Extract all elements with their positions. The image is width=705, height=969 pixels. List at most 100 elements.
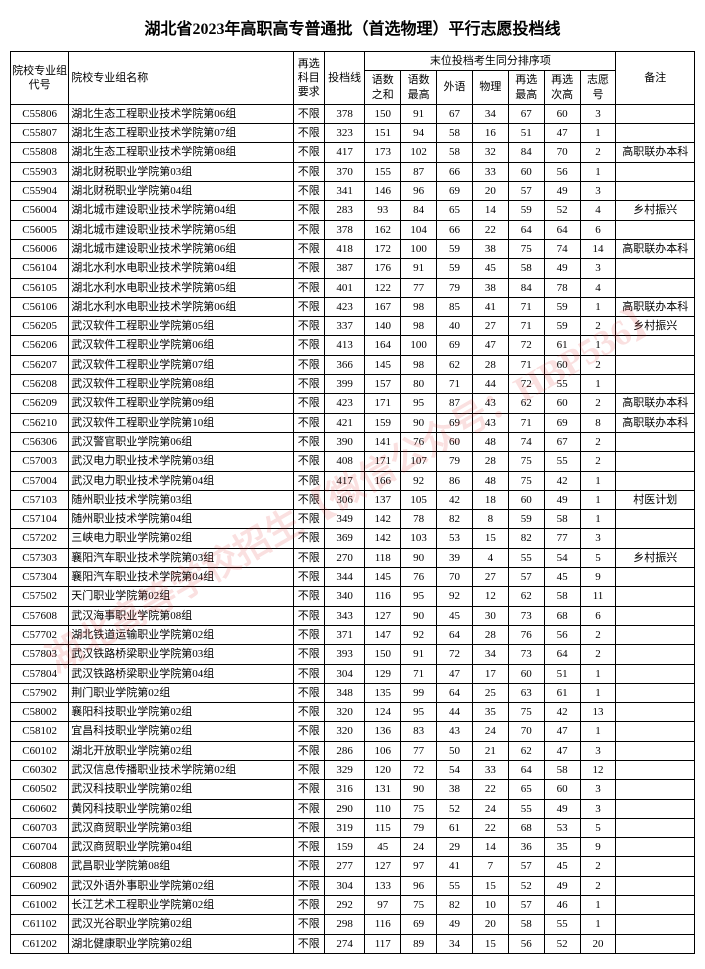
cell-req: 不限 <box>293 162 324 181</box>
cell-s4: 38 <box>472 278 508 297</box>
cell-s1: 129 <box>365 664 401 683</box>
table-row: C56205武汉软件工程职业学院第05组不限33714098402771592乡… <box>11 317 695 336</box>
cell-code: C61102 <box>11 915 69 934</box>
cell-code: C60902 <box>11 876 69 895</box>
cell-s4: 15 <box>472 876 508 895</box>
cell-name: 天门职业学院第02组 <box>69 587 293 606</box>
cell-code: C55806 <box>11 104 69 123</box>
cell-s4: 27 <box>472 317 508 336</box>
cell-name: 武汉警官职业学院第06组 <box>69 432 293 451</box>
cell-s6: 60 <box>544 355 580 374</box>
cell-s7: 1 <box>580 664 616 683</box>
cell-s1: 151 <box>365 124 401 143</box>
table-row: C57003武汉电力职业技术学院第03组不限408171107792875552 <box>11 452 695 471</box>
cell-req: 不限 <box>293 124 324 143</box>
cell-s2: 92 <box>401 471 437 490</box>
cell-s1: 116 <box>365 587 401 606</box>
cell-s6: 49 <box>544 182 580 201</box>
cell-s5: 57 <box>508 568 544 587</box>
cell-name: 湖北铁道运输职业学院第02组 <box>69 625 293 644</box>
cell-req: 不限 <box>293 548 324 567</box>
cell-s2: 87 <box>401 162 437 181</box>
cell-name: 湖北生态工程职业技术学院第08组 <box>69 143 293 162</box>
cell-note <box>616 722 695 741</box>
cell-s4: 35 <box>472 703 508 722</box>
cell-line: 337 <box>324 317 364 336</box>
cell-s3: 45 <box>437 606 473 625</box>
cell-s5: 62 <box>508 394 544 413</box>
cell-s2: 71 <box>401 664 437 683</box>
cell-note: 高职联办本科 <box>616 394 695 413</box>
cell-s2: 91 <box>401 104 437 123</box>
cell-note <box>616 683 695 702</box>
cell-code: C60102 <box>11 741 69 760</box>
cell-note <box>616 896 695 915</box>
cell-line: 417 <box>324 143 364 162</box>
cell-code: C57803 <box>11 645 69 664</box>
cell-s7: 2 <box>580 432 616 451</box>
cell-s3: 42 <box>437 490 473 509</box>
cell-s6: 74 <box>544 239 580 258</box>
cell-s6: 77 <box>544 529 580 548</box>
cell-code: C56105 <box>11 278 69 297</box>
cell-s5: 71 <box>508 355 544 374</box>
table-row: C56306武汉警官职业学院第06组不限39014176604874672 <box>11 432 695 451</box>
cell-note <box>616 432 695 451</box>
cell-s7: 3 <box>580 182 616 201</box>
cell-s1: 45 <box>365 838 401 857</box>
cell-req: 不限 <box>293 606 324 625</box>
cell-s4: 43 <box>472 413 508 432</box>
table-row: C56005湖北城市建设职业技术学院第05组不限3781621046622646… <box>11 220 695 239</box>
cell-s3: 53 <box>437 529 473 548</box>
table-header: 院校专业组代号 院校专业组名称 再选科目要求 投档线 末位投档考生同分排序项 备… <box>11 52 695 105</box>
cell-s2: 91 <box>401 259 437 278</box>
cell-s6: 45 <box>544 568 580 587</box>
table-row: C56210武汉软件工程职业学院第10组不限42115990694371698高… <box>11 413 695 432</box>
cell-line: 421 <box>324 413 364 432</box>
table-row: C57804武汉铁路桥梁职业学院第04组不限30412971471760511 <box>11 664 695 683</box>
cell-s4: 4 <box>472 548 508 567</box>
cell-name: 湖北水利水电职业技术学院第04组 <box>69 259 293 278</box>
cell-code: C57104 <box>11 510 69 529</box>
cell-s3: 79 <box>437 452 473 471</box>
cell-s1: 145 <box>365 568 401 587</box>
cell-s3: 50 <box>437 741 473 760</box>
cell-s7: 1 <box>580 510 616 529</box>
cell-s6: 35 <box>544 838 580 857</box>
cell-line: 320 <box>324 703 364 722</box>
cell-code: C56208 <box>11 375 69 394</box>
cell-line: 320 <box>324 722 364 741</box>
cell-name: 武汉铁路桥梁职业学院第04组 <box>69 664 293 683</box>
cell-s1: 106 <box>365 741 401 760</box>
cell-line: 159 <box>324 838 364 857</box>
cell-req: 不限 <box>293 432 324 451</box>
cell-note <box>616 780 695 799</box>
cell-s5: 71 <box>508 317 544 336</box>
cell-s5: 36 <box>508 838 544 857</box>
cell-s1: 173 <box>365 143 401 162</box>
cell-name: 襄阳汽车职业技术学院第03组 <box>69 548 293 567</box>
cell-note: 高职联办本科 <box>616 297 695 316</box>
cell-s5: 75 <box>508 471 544 490</box>
cell-s5: 65 <box>508 780 544 799</box>
cell-code: C55808 <box>11 143 69 162</box>
cell-s3: 38 <box>437 780 473 799</box>
cell-note <box>616 587 695 606</box>
cell-req: 不限 <box>293 818 324 837</box>
cell-s5: 73 <box>508 606 544 625</box>
cell-s1: 135 <box>365 683 401 702</box>
table-row: C60902武汉外语外事职业学院第02组不限30413396551552492 <box>11 876 695 895</box>
cell-s1: 110 <box>365 799 401 818</box>
cell-req: 不限 <box>293 239 324 258</box>
cell-code: C55904 <box>11 182 69 201</box>
cell-s3: 70 <box>437 568 473 587</box>
cell-s7: 2 <box>580 394 616 413</box>
cell-s4: 48 <box>472 432 508 451</box>
cell-s4: 18 <box>472 490 508 509</box>
cell-code: C60703 <box>11 818 69 837</box>
cell-req: 不限 <box>293 876 324 895</box>
cell-line: 316 <box>324 780 364 799</box>
cell-s6: 53 <box>544 818 580 837</box>
cell-line: 343 <box>324 606 364 625</box>
cell-s3: 39 <box>437 548 473 567</box>
